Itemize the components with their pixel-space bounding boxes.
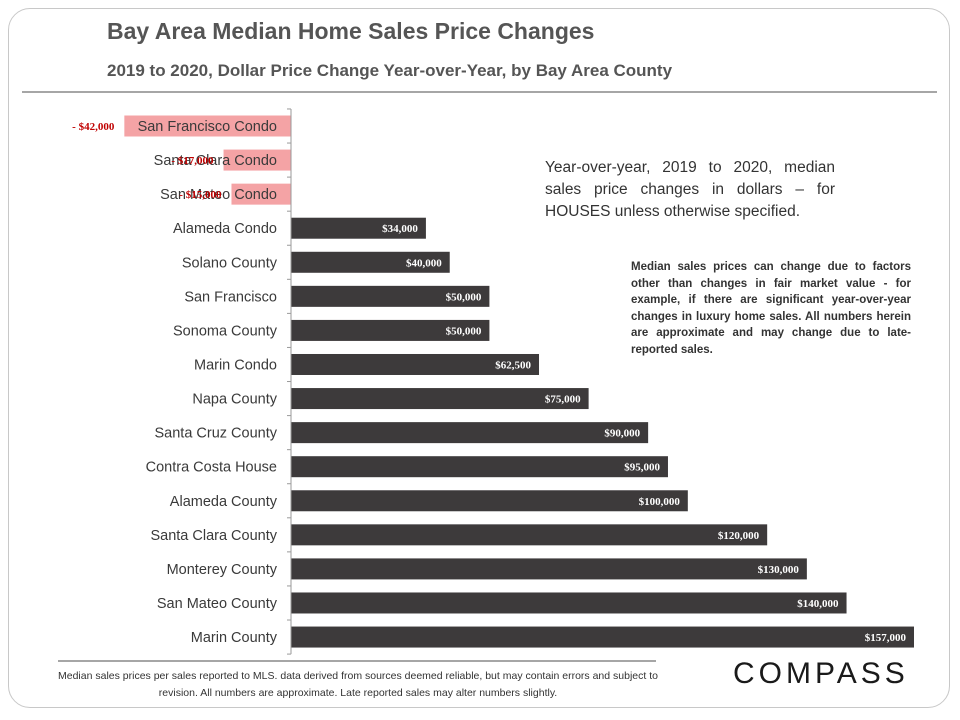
data-label: $50,000 <box>446 325 482 337</box>
data-label: - $15,000 <box>179 189 222 201</box>
data-label: $140,000 <box>797 598 839 610</box>
category-label: San Mateo County <box>157 596 278 612</box>
data-label: $157,000 <box>865 632 907 644</box>
category-label: Santa Clara County <box>150 528 277 544</box>
chart-subtitle: 2019 to 2020, Dollar Price Change Year-o… <box>107 61 673 80</box>
bar <box>291 524 768 546</box>
category-label: Monterey County <box>167 562 278 578</box>
category-label: Marin County <box>191 630 278 646</box>
bar <box>291 558 807 580</box>
category-label: Alameda County <box>170 494 278 510</box>
category-label: San Francisco Condo <box>138 119 277 135</box>
data-label: $90,000 <box>604 428 640 440</box>
category-label: Santa Clara Condo <box>154 153 277 169</box>
bar <box>291 285 490 307</box>
data-label: $120,000 <box>718 530 760 542</box>
bar <box>223 149 291 171</box>
data-label: - $42,000 <box>72 121 115 133</box>
data-label: $34,000 <box>382 223 418 235</box>
category-label: Contra Costa House <box>146 460 277 476</box>
category-label: Solano County <box>182 255 278 271</box>
bar <box>291 422 649 444</box>
chart-note-main: Year-over-year, 2019 to 2020, median sal… <box>545 159 835 220</box>
category-label: Napa County <box>192 392 277 408</box>
data-label: $50,000 <box>446 291 482 303</box>
category-label: Alameda Condo <box>173 221 277 237</box>
bar <box>291 388 589 410</box>
data-label: $75,000 <box>545 394 581 406</box>
category-label: San Francisco <box>184 289 277 305</box>
data-label: $130,000 <box>758 564 800 576</box>
category-label: Santa Cruz County <box>154 426 277 442</box>
chart-note-disclaimer: Median sales prices can change due to fa… <box>631 261 911 356</box>
bar <box>231 183 291 205</box>
bar <box>291 456 668 478</box>
bar <box>291 490 688 512</box>
bar <box>291 626 914 648</box>
bar <box>291 251 450 273</box>
chart-title: Bay Area Median Home Sales Price Changes <box>107 18 595 44</box>
data-label: $62,500 <box>495 359 531 371</box>
bar <box>291 319 490 341</box>
data-label: $40,000 <box>406 257 442 269</box>
bar <box>291 592 847 614</box>
category-label: Sonoma County <box>173 323 278 339</box>
footer-divider <box>58 660 656 662</box>
category-label: San Mateo Condo <box>160 187 277 203</box>
bar <box>291 353 540 375</box>
footer-source-note: Median sales prices per sales reported t… <box>58 670 658 699</box>
data-label: $100,000 <box>639 496 681 508</box>
data-label: $95,000 <box>624 462 660 474</box>
bar <box>124 115 291 137</box>
compass-logo: COMPASS <box>733 657 909 690</box>
category-label: Marin Condo <box>194 357 277 373</box>
data-label: - $17,000 <box>171 155 214 167</box>
bar <box>291 217 426 239</box>
title-divider <box>22 91 937 93</box>
